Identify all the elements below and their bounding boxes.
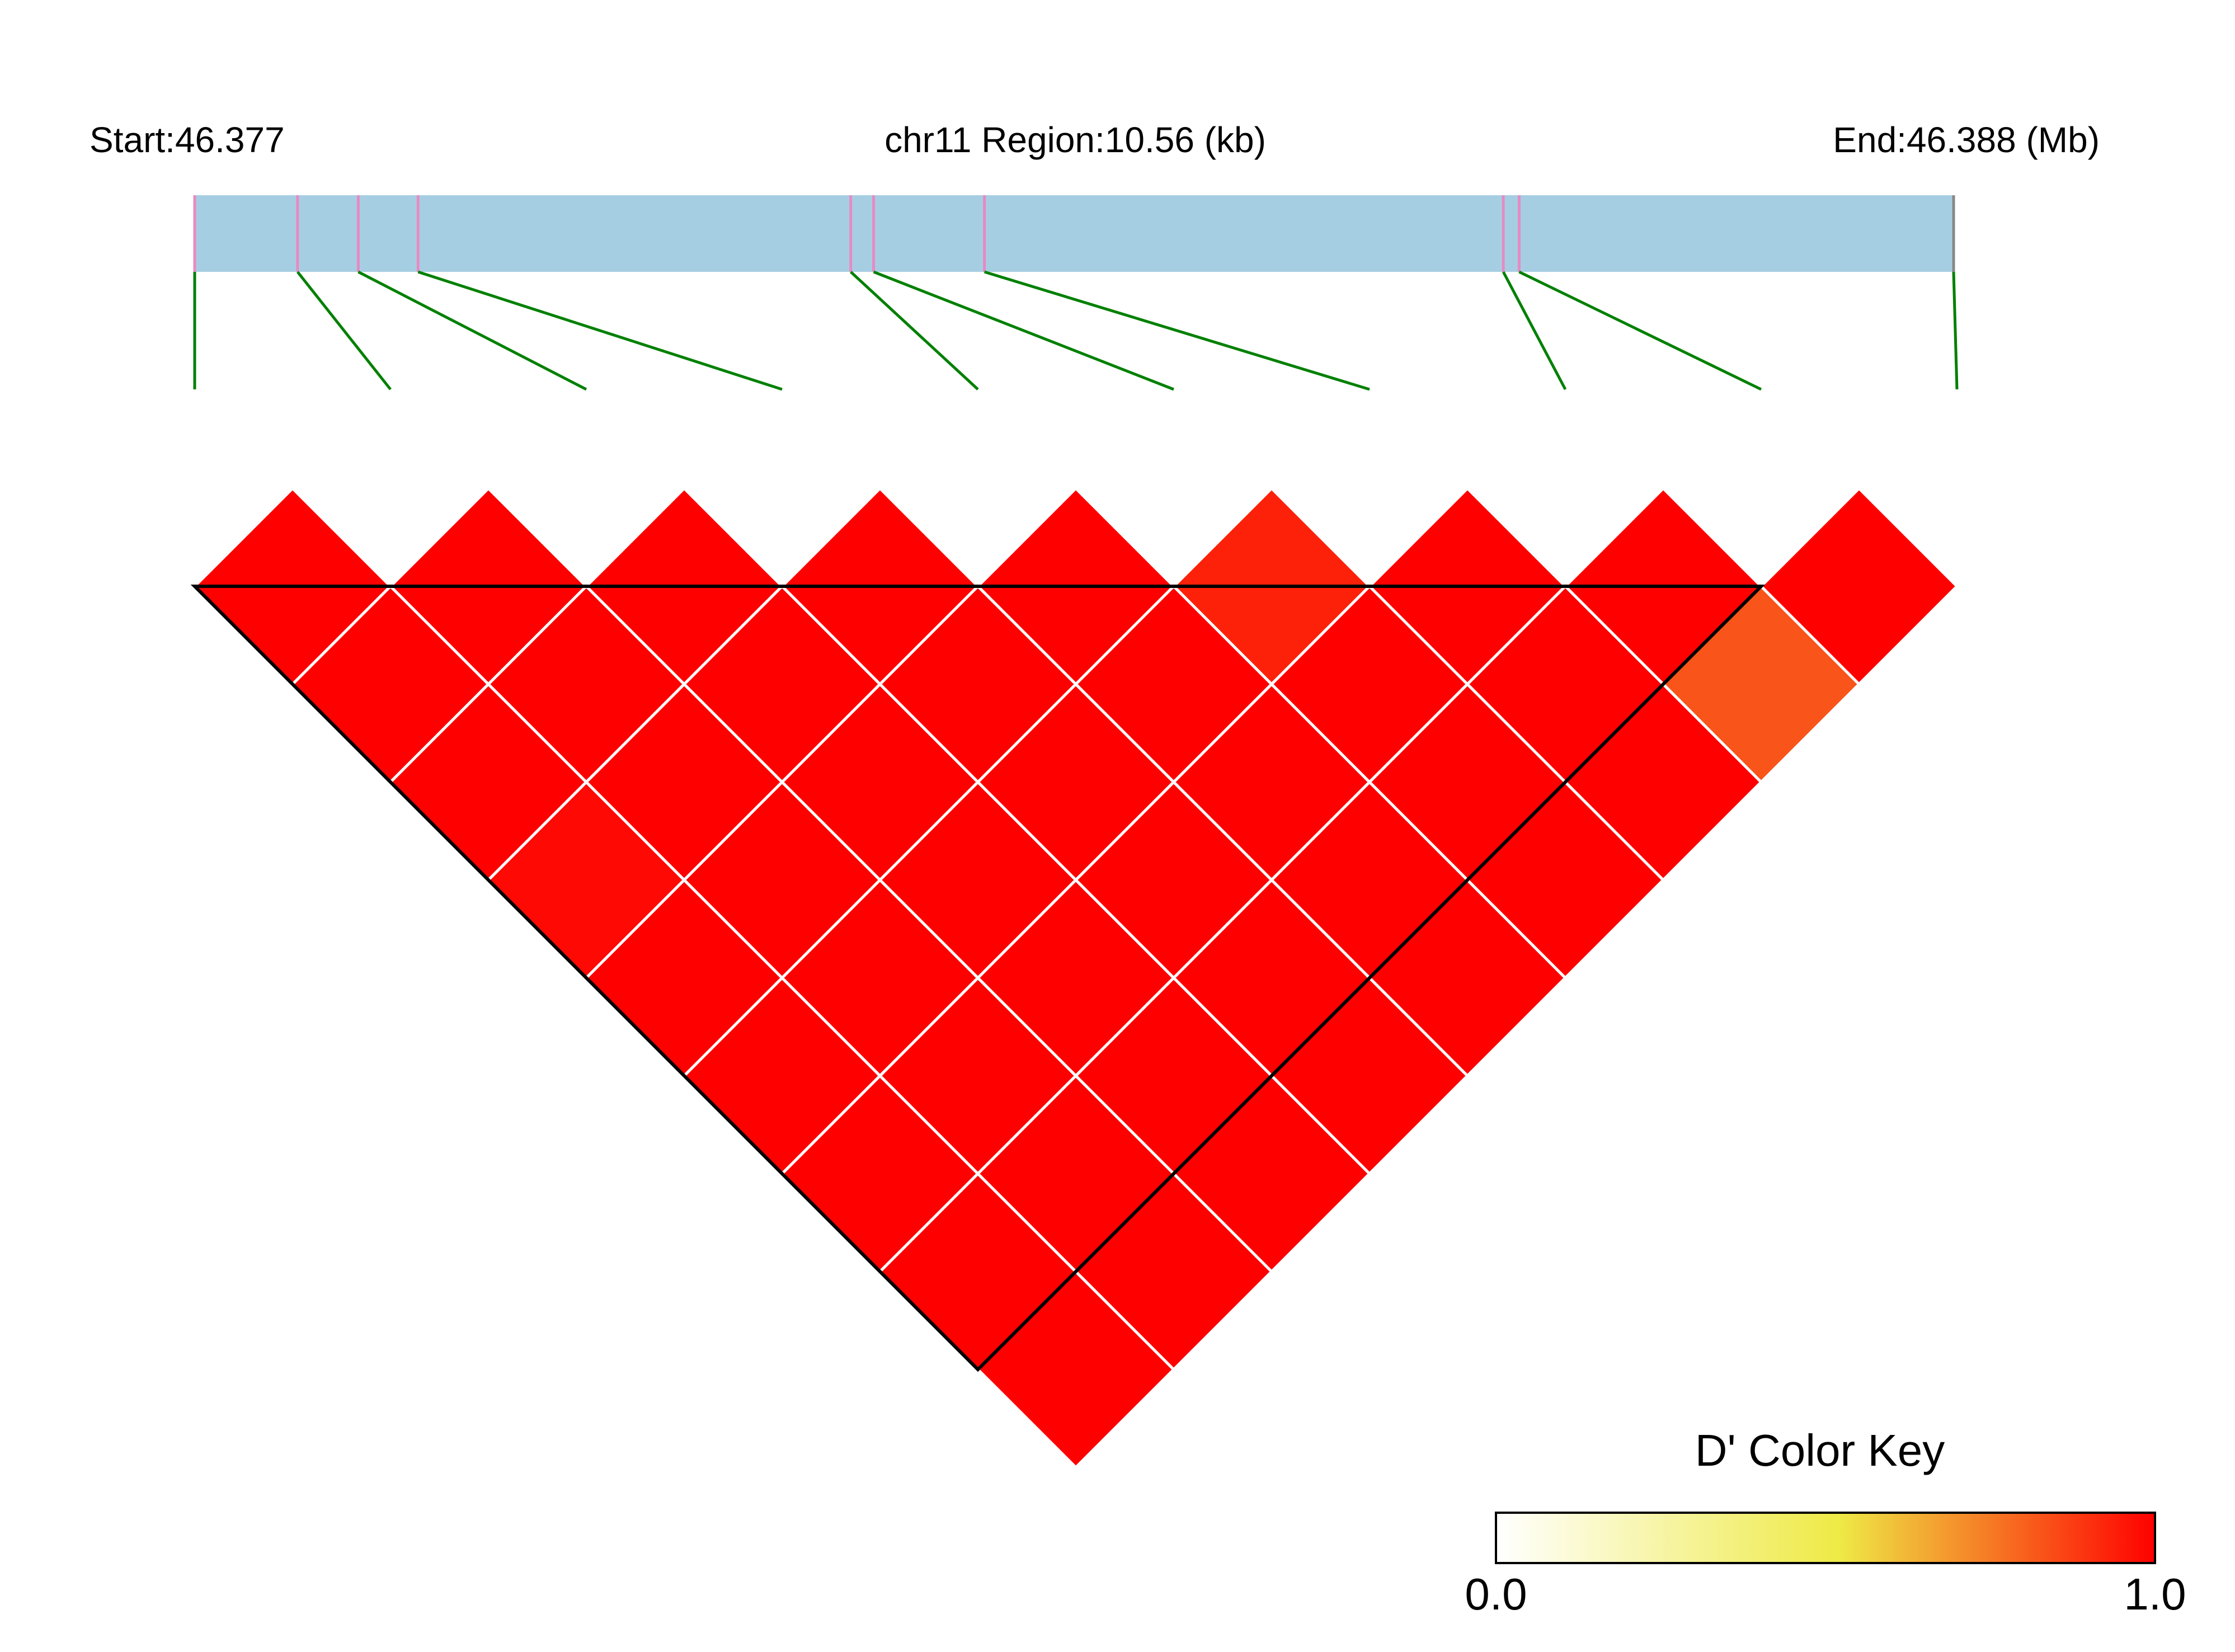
region-title: chr11 Region:10.56 (kb) bbox=[884, 120, 1266, 160]
ld-block-outline bbox=[190, 585, 1766, 1372]
color-key-max-label: 1.0 bbox=[2124, 1569, 2186, 1619]
snp-connector bbox=[1502, 271, 1567, 390]
region-start-label: Start:46.377 bbox=[90, 120, 285, 160]
ld-block-outlines bbox=[190, 585, 1766, 1372]
snp-ticks bbox=[193, 195, 1955, 272]
color-key-gradient bbox=[1495, 1512, 2156, 1564]
ld-cells bbox=[192, 486, 1959, 1470]
region-end-label: End:46.388 (Mb) bbox=[1833, 120, 2100, 160]
snp-connector bbox=[873, 270, 1174, 391]
snp-connector bbox=[984, 270, 1370, 391]
region-bar bbox=[195, 195, 1954, 272]
snp-connector bbox=[1952, 271, 1959, 390]
color-key-min-label: 0.0 bbox=[1465, 1569, 1527, 1619]
snp-connector bbox=[1518, 270, 1762, 391]
snp-connector bbox=[296, 271, 392, 390]
color-key-title: D' Color Key bbox=[1695, 1425, 1945, 1475]
color-key: D' Color Key 0.0 1.0 bbox=[1465, 1425, 2186, 1619]
snp-connectors bbox=[193, 270, 1959, 391]
ld-cell bbox=[1759, 486, 1959, 686]
snp-connector bbox=[357, 270, 587, 391]
snp-connector bbox=[417, 270, 783, 391]
snp-connector bbox=[850, 271, 979, 390]
